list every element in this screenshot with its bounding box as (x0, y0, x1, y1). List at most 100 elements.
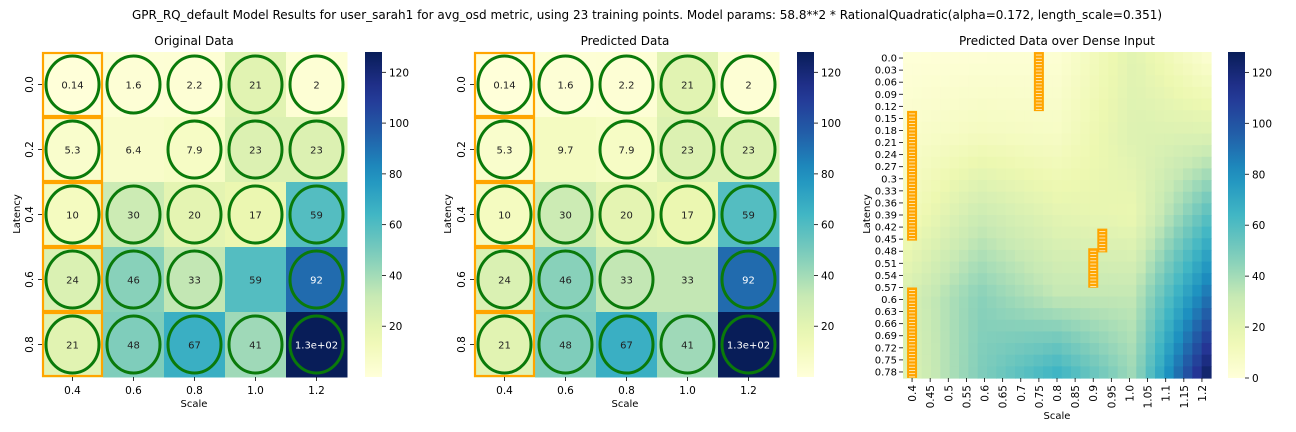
dense-heatmap-cell (1201, 86, 1212, 100)
dense-heatmap-cell (987, 273, 997, 286)
y-tick-label: 0.8 (24, 336, 36, 353)
dense-heatmap-cell (931, 331, 941, 344)
training-point-circle (166, 249, 223, 310)
training-point-circle (537, 184, 594, 245)
dense-heatmap-cell (1080, 52, 1091, 65)
dense-heatmap-cell (1192, 191, 1203, 204)
dense-heatmap-cell (1155, 261, 1165, 274)
dense-heatmap-cell (1183, 63, 1193, 76)
dense-heatmap-cell (1136, 238, 1147, 251)
dense-heatmap-cell (1052, 168, 1063, 181)
dense-heatmap-cell (1080, 145, 1091, 158)
dense-heatmap-cell (921, 284, 932, 298)
dense-heatmap-cell (921, 110, 932, 123)
dense-heatmap-cell (949, 191, 960, 204)
dense-heatmap-cell (921, 296, 932, 309)
dense-heatmap-cell (1117, 191, 1128, 204)
colorbar (365, 52, 382, 377)
dense-heatmap-cell (1061, 133, 1072, 146)
dense-heatmap-cell (996, 203, 1007, 216)
x-tick-label: 1.15 (1179, 385, 1191, 408)
dense-heatmap-cell (996, 215, 1007, 228)
dense-heatmap-cell (940, 308, 951, 321)
cell-value-label: 10 (498, 211, 511, 222)
dense-heatmap-cell (996, 226, 1007, 239)
dense-heatmap-cell (1005, 366, 1016, 379)
dense-heatmap-cell (996, 308, 1007, 321)
dense-heatmap-cell (940, 331, 951, 344)
dense-heatmap-cell (1071, 203, 1081, 216)
y-tick-label: 0.3 (881, 174, 897, 185)
dense-heatmap-cell (1071, 226, 1081, 239)
dense-heatmap-cell (1089, 215, 1100, 228)
training-point-circle (720, 249, 777, 310)
dense-heatmap-cell (1043, 249, 1053, 263)
dense-heatmap-cell (1183, 156, 1193, 170)
dense-heatmap-cell (1005, 354, 1016, 367)
dense-heatmap-cell (1005, 52, 1016, 65)
training-point-circle (598, 119, 655, 180)
dense-heatmap-cell (1099, 75, 1109, 88)
dense-heatmap-cell (987, 319, 997, 333)
dense-heatmap-cell (987, 215, 997, 228)
dense-heatmap-cell (996, 238, 1007, 251)
dense-heatmap-cell (996, 249, 1007, 263)
colorbar-tick-label: 20 (1252, 322, 1265, 334)
training-point-circle (476, 184, 533, 245)
x-tick-label: 1.2 (740, 385, 757, 397)
dense-heatmap-cell (1164, 249, 1175, 263)
dense-heatmap-cell (940, 296, 951, 309)
dense-heatmap-cell (1155, 110, 1165, 123)
dense-heatmap-cell (1145, 319, 1156, 333)
training-point-circle (288, 184, 345, 245)
heatmap-cell (225, 117, 287, 183)
dense-heatmap-cell (1108, 98, 1119, 111)
dense-heatmap-cell (912, 133, 923, 146)
dense-heatmap-cell (968, 180, 979, 193)
dense-heatmap-cell (1071, 121, 1081, 135)
dense-heatmap-cell (1183, 226, 1193, 239)
dense-heatmap-cell (1024, 98, 1035, 111)
heatmap-cell (474, 52, 536, 118)
heatmap-cell (596, 312, 658, 378)
dense-heatmap-cell (931, 238, 941, 251)
dense-heatmap-cell (1183, 86, 1193, 100)
dense-heatmap-cell (1136, 261, 1147, 274)
dense-heatmap-cell (1080, 203, 1091, 216)
dense-heatmap-cell (1024, 191, 1035, 204)
dense-heatmap-cell (1136, 343, 1147, 356)
dense-heatmap-cell (1127, 145, 1137, 158)
dense-heatmap-cell (959, 238, 969, 251)
dense-heatmap-cell (1043, 226, 1053, 239)
dense-heatmap-cell (949, 180, 960, 193)
dense-heatmap-cell (1099, 168, 1109, 181)
dense-heatmap-cell (1099, 249, 1109, 263)
dense-heatmap-cell (1005, 133, 1016, 146)
dense-heatmap-cell (1117, 168, 1128, 181)
dense-heatmap-cell (1080, 191, 1091, 204)
dense-heatmap-cell (1089, 180, 1100, 193)
dense-heatmap-cell (1145, 226, 1156, 239)
dense-heatmap-cell (1089, 156, 1100, 170)
colorbar-tick-label: 120 (1252, 67, 1272, 79)
dense-heatmap-cell (1145, 215, 1156, 228)
heatmap-cell (286, 117, 348, 183)
dense-heatmap-cell (1089, 319, 1100, 333)
dense-heatmap-cell (940, 168, 951, 181)
cell-value-label: 21 (681, 81, 694, 92)
dense-heatmap-cell (1183, 296, 1193, 309)
dense-heatmap-cell (912, 75, 923, 88)
dense-heatmap-cell (1108, 156, 1119, 170)
dense-heatmap-cell (931, 249, 941, 263)
training-point-circle (227, 119, 284, 180)
dense-heatmap-cell (1201, 145, 1212, 158)
dense-heatmap-cell (1061, 296, 1072, 309)
colorbar-tick-label: 120 (821, 67, 841, 79)
cell-value-label: 5.3 (497, 146, 513, 157)
dense-heatmap-cell (912, 284, 923, 298)
cell-value-label: 2 (313, 81, 319, 92)
dense-heatmap-cell (1061, 63, 1072, 76)
dense-heatmap-cell (1015, 133, 1025, 146)
dense-heatmap-cell (977, 98, 988, 111)
dense-heatmap-cell (968, 273, 979, 286)
